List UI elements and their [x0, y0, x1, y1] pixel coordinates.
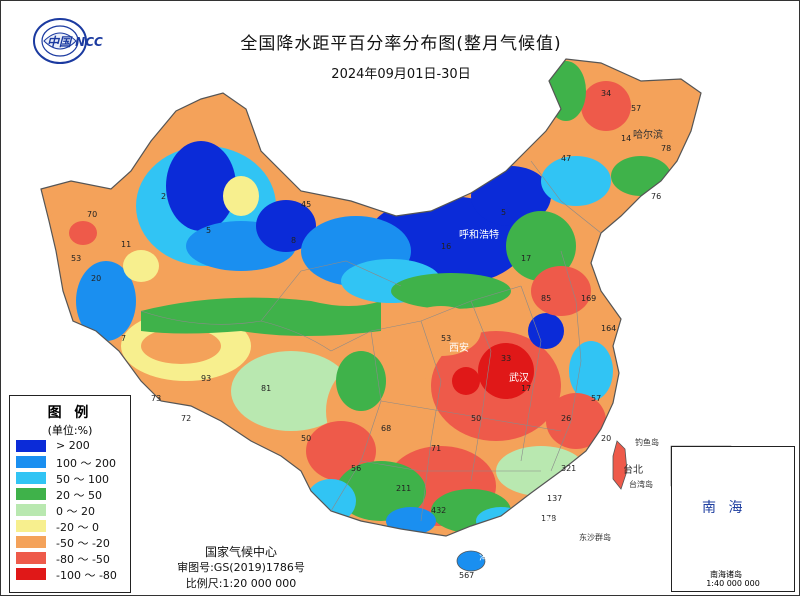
svg-text:70: 70: [87, 210, 97, 219]
svg-text:20: 20: [601, 434, 611, 443]
taiwan-island: [612, 440, 628, 490]
svg-text:211: 211: [396, 484, 411, 493]
svg-text:93: 93: [201, 374, 211, 383]
footer-scale: 比例尺:1:20 000 000: [185, 577, 297, 590]
svg-text:78: 78: [661, 144, 671, 153]
svg-text:5: 5: [206, 226, 211, 235]
inset-scale: 1:40 000 000: [706, 579, 760, 588]
footer-org: 国家气候中心: [204, 545, 277, 559]
svg-text:321: 321: [561, 464, 576, 473]
legend-unit: (单位:%): [47, 424, 93, 437]
place-label-haikou: 海口: [479, 552, 499, 563]
svg-text:76: 76: [651, 192, 661, 201]
place-label-xian: 西安: [449, 343, 469, 354]
svg-text:50: 50: [301, 434, 311, 443]
svg-text:8: 8: [291, 236, 296, 245]
svg-text:85: 85: [541, 294, 551, 303]
ncc-logo: 中国 NCC: [33, 18, 103, 64]
place-label-wuhan: 武汉: [509, 373, 529, 384]
legend-swatch: [16, 568, 46, 580]
svg-text:17: 17: [521, 254, 531, 263]
inset-frame: 南 海 南海诸岛 1:40 000 000: [671, 446, 795, 592]
svg-text:57: 57: [631, 104, 641, 113]
svg-text:45: 45: [301, 200, 311, 209]
svg-text:53: 53: [71, 254, 81, 263]
place-label-diaoyu: 钓鱼岛: [635, 438, 659, 447]
legend-label: -100 ～ -80: [56, 569, 117, 582]
svg-text:34: 34: [601, 89, 611, 98]
svg-text:47: 47: [561, 154, 571, 163]
place-label-taibei: 台北: [623, 465, 643, 476]
svg-text:20: 20: [91, 274, 101, 283]
svg-text:71: 71: [431, 444, 441, 453]
legend-label: -50 ～ -20: [56, 537, 110, 550]
legend-label: 100 ～ 200: [56, 457, 116, 470]
svg-text:33: 33: [501, 354, 511, 363]
svg-text:中国 NCC: 中国 NCC: [47, 35, 103, 49]
svg-text:169: 169: [581, 294, 596, 303]
svg-text:53: 53: [441, 334, 451, 343]
legend-label: 0 ～ 20: [56, 505, 95, 518]
legend-swatch: [16, 536, 46, 548]
place-label-taiwan-island: 台湾岛: [629, 480, 653, 489]
svg-text:5: 5: [501, 208, 506, 217]
svg-text:11: 11: [121, 240, 131, 249]
province-boundaries: [140, 160, 602, 522]
svg-text:26: 26: [561, 414, 571, 423]
svg-text:56: 56: [351, 464, 361, 473]
legend-label: > 200: [56, 439, 90, 452]
place-label-dongsha: 东沙群岛: [579, 533, 611, 542]
legend-label: 20 ～ 50: [56, 489, 102, 502]
svg-text:57: 57: [591, 394, 601, 403]
legend-swatch: [16, 552, 46, 564]
legend-label: -20 ～ 0: [56, 521, 99, 534]
place-label-hohhot: 呼和浩特: [459, 230, 499, 241]
svg-text:164: 164: [601, 324, 616, 333]
svg-text:178: 178: [541, 514, 556, 523]
svg-text:14: 14: [621, 134, 631, 143]
svg-text:2: 2: [161, 192, 166, 201]
svg-text:137: 137: [547, 494, 562, 503]
place-label-harbin: 哈尔滨: [633, 130, 663, 141]
legend-swatch: [16, 488, 46, 500]
svg-text:50: 50: [471, 414, 481, 423]
legend-title: 图 例: [47, 405, 93, 421]
svg-text:17: 17: [521, 384, 531, 393]
svg-text:7: 7: [121, 334, 126, 343]
legend-label: -80 ～ -50: [56, 553, 110, 566]
legend-swatch: [16, 472, 46, 484]
svg-text:73: 73: [151, 394, 161, 403]
legend-swatch: [16, 520, 46, 532]
inset-sea-name: 南 海: [702, 500, 747, 516]
svg-text:432: 432: [431, 506, 446, 515]
hainan-island: [456, 550, 486, 572]
place-label-macau: 澳门: [501, 522, 521, 533]
footer-approval: 审图号:GS(2019)1786号: [177, 561, 305, 574]
map-title: 全国降水距平百分率分布图(整月气候值): [240, 34, 562, 54]
legend-box: 图 例 (单位:%) > 200 100 ～ 200 50 ～ 100 20 ～…: [9, 395, 131, 593]
svg-text:81: 81: [261, 384, 271, 393]
legend-swatch: [16, 456, 46, 468]
legend-swatch: [16, 504, 46, 516]
legend-swatch: [16, 440, 46, 452]
svg-text:68: 68: [381, 424, 391, 433]
svg-text:16: 16: [441, 242, 451, 251]
china-border: [40, 58, 702, 537]
date-range: 2024年09月01日-30日: [331, 67, 471, 82]
inset-islands-name: 南海诸岛: [710, 570, 742, 579]
svg-text:567: 567: [459, 571, 474, 580]
station-value-labels: 70 11 2 5 8 45 16 5 17 34 57 14 47 78 76 53 33 17 50…: [71, 89, 671, 580]
place-label-hongkong: 香港: [534, 517, 554, 528]
svg-text:72: 72: [181, 414, 191, 423]
legend-label: 50 ～ 100: [56, 473, 109, 486]
